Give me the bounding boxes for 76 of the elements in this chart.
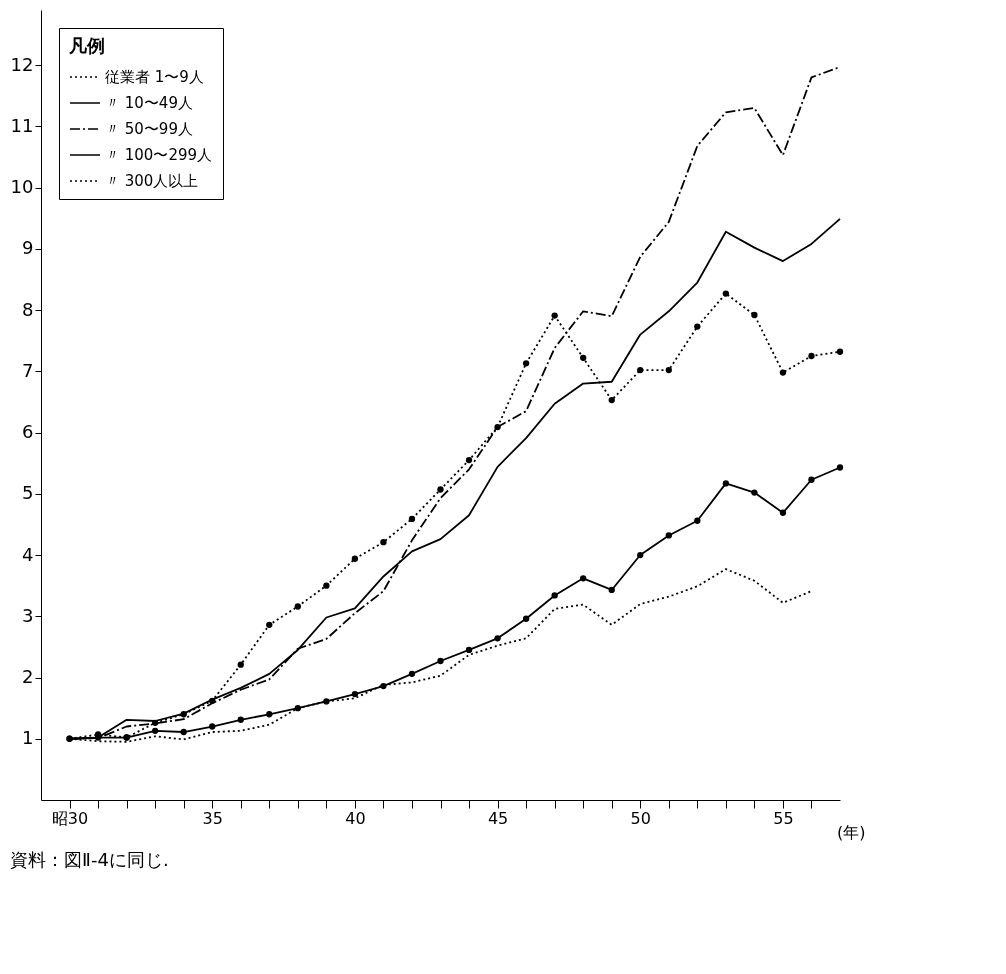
y-tick-label: 4 — [22, 543, 34, 565]
text: 資料：図Ⅱ-4に同じ. — [10, 849, 169, 870]
point — [494, 635, 501, 642]
point — [694, 323, 701, 330]
point — [151, 719, 159, 726]
legend-label: 〃 100〜299人 — [105, 146, 213, 164]
y-tick-label: 1 — [22, 727, 34, 749]
y-tick-label: 12 — [10, 53, 34, 75]
point — [323, 698, 330, 705]
point — [351, 555, 359, 562]
point — [151, 727, 159, 734]
legend-label: 〃 10〜49人 — [105, 94, 193, 112]
point — [465, 646, 473, 654]
point — [237, 716, 244, 723]
legend-label: 〃 50〜99人 — [105, 120, 193, 138]
point — [237, 661, 244, 668]
x-tick-label: 55 — [773, 808, 794, 828]
point — [294, 704, 301, 712]
point — [408, 515, 416, 523]
point — [694, 517, 701, 524]
point — [380, 539, 387, 546]
point — [408, 670, 416, 677]
point — [522, 360, 530, 367]
y-tick-label: 9 — [22, 237, 34, 259]
point — [751, 489, 758, 496]
y-tick-label: 6 — [22, 421, 34, 443]
point — [180, 728, 187, 736]
point — [608, 396, 615, 404]
point — [465, 456, 473, 464]
y-tick-label: 11 — [10, 114, 34, 136]
y-tick-label: 5 — [22, 482, 34, 504]
point — [779, 369, 787, 376]
point — [808, 352, 815, 360]
point — [722, 290, 730, 297]
point — [209, 697, 216, 704]
point — [836, 464, 844, 471]
point — [580, 354, 587, 361]
x-tick-label: 45 — [487, 808, 509, 828]
point — [779, 509, 787, 516]
point — [266, 621, 273, 629]
y-tick-label: 2 — [22, 666, 34, 688]
point — [380, 682, 387, 690]
point — [637, 551, 644, 559]
point — [294, 603, 301, 610]
y-tick-label: 8 — [22, 298, 34, 320]
x-tick-label: 40 — [345, 808, 366, 828]
point — [266, 711, 273, 718]
legend-label: 〃 300人以上 — [105, 172, 199, 190]
point — [808, 476, 815, 483]
point — [722, 480, 730, 487]
point — [665, 366, 672, 374]
point — [551, 312, 558, 319]
x-tick-label: 昭30 — [51, 808, 89, 828]
y-tick-label: 10 — [10, 176, 34, 198]
legend-title: 凡例 — [68, 35, 105, 56]
point — [437, 486, 444, 493]
point — [437, 657, 444, 665]
legend-label: 従業者 1〜9人 — [105, 68, 204, 86]
point — [494, 423, 501, 431]
y-tick-label: 7 — [22, 359, 34, 381]
x-axis-title: (年) — [837, 822, 866, 842]
point — [608, 586, 615, 594]
point — [209, 723, 216, 730]
x-tick-label: 50 — [630, 808, 651, 828]
point — [551, 592, 558, 599]
y-tick-label: 3 — [22, 604, 34, 626]
point — [323, 582, 330, 589]
point — [580, 575, 587, 582]
point — [180, 711, 187, 718]
point — [836, 348, 844, 355]
point — [637, 366, 644, 374]
point — [665, 532, 672, 539]
point — [522, 615, 530, 622]
x-tick-label: 35 — [202, 808, 223, 828]
point — [351, 690, 359, 698]
point — [751, 311, 758, 319]
